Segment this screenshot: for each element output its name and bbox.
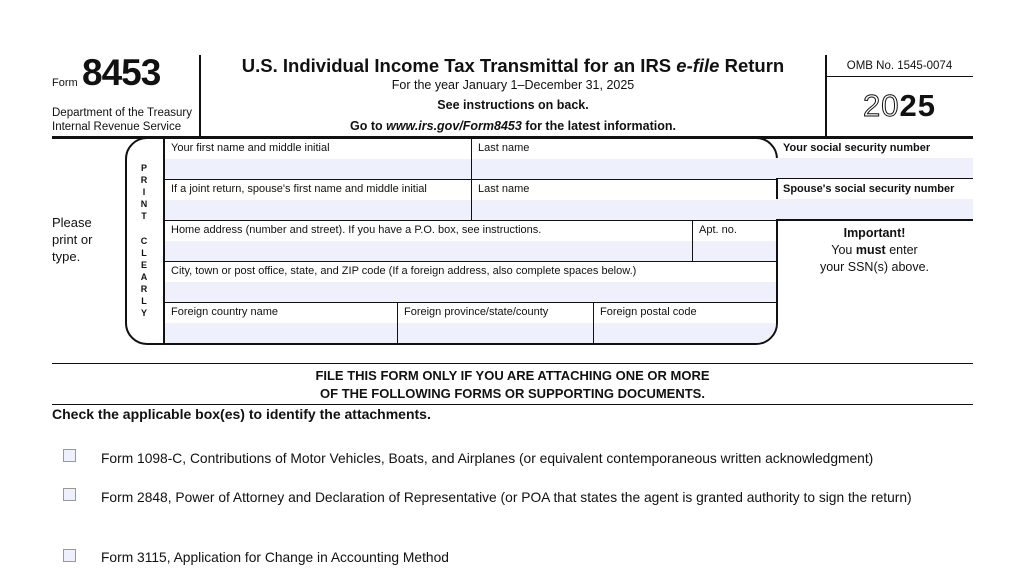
- irs-link[interactable]: www.irs.gov/Form8453: [386, 119, 522, 133]
- dept-treasury: Department of the Treasury: [52, 107, 192, 119]
- foreign-province-label: Foreign province/state/county: [404, 306, 549, 318]
- form-label: Form: [52, 77, 78, 89]
- header-divider-left: [199, 55, 201, 137]
- important-note: Important! You must enter your SSN(s) ab…: [776, 225, 973, 276]
- apt-no-input[interactable]: [693, 241, 776, 261]
- spouse-first-name-label: If a joint return, spouse's first name a…: [171, 183, 427, 195]
- important-line1: You must enter: [831, 243, 918, 257]
- spouse-last-name-input[interactable]: [472, 200, 776, 220]
- last-name-label: Last name: [478, 142, 530, 154]
- spouse-last-name-field[interactable]: Last name: [472, 180, 776, 221]
- ssn-label: Your social security number: [783, 142, 931, 154]
- please-print-note: Please print or type.: [52, 215, 93, 264]
- foreign-province-input[interactable]: [398, 323, 593, 343]
- foreign-country-input[interactable]: [165, 323, 397, 343]
- form-number: 8453: [82, 52, 161, 93]
- last-name-input[interactable]: [472, 159, 776, 179]
- tax-year: 2025: [863, 88, 936, 124]
- important-line2: your SSN(s) above.: [819, 260, 930, 274]
- spouse-first-name-input[interactable]: [165, 200, 471, 220]
- city-label: City, town or post office, state, and ZI…: [171, 265, 637, 277]
- website-note: Go to www.irs.gov/Form8453 for the lates…: [350, 119, 676, 133]
- dept-irs: Internal Revenue Service: [52, 121, 182, 133]
- form-title: U.S. Individual Income Tax Transmittal f…: [241, 55, 785, 76]
- attachments-instruction: Check the applicable box(es) to identify…: [52, 406, 431, 422]
- checkbox-form-3115[interactable]: [63, 549, 76, 562]
- instructions-note: See instructions on back.: [437, 98, 589, 112]
- city-field[interactable]: City, town or post office, state, and ZI…: [165, 262, 776, 303]
- notice-line2: OF THE FOLLOWING FORMS OR SUPPORTING DOC…: [320, 386, 705, 401]
- omb-number: OMB No. 1545-0074: [846, 60, 953, 72]
- important-heading: Important!: [843, 226, 906, 240]
- header-divider-right: [825, 55, 827, 137]
- ssn-field[interactable]: Your social security number: [776, 138, 973, 179]
- home-address-input[interactable]: [165, 241, 692, 261]
- spouse-last-name-label: Last name: [478, 183, 530, 195]
- spouse-ssn-field[interactable]: Spouse's social security number: [776, 179, 973, 221]
- checkbox-form-1098c[interactable]: [63, 449, 76, 462]
- home-address-field[interactable]: Home address (number and street). If you…: [165, 221, 693, 262]
- apt-no-field[interactable]: Apt. no.: [693, 221, 776, 262]
- attachment-form-3115: Form 3115, Application for Change in Acc…: [101, 550, 449, 565]
- notice-rule-top: [52, 363, 973, 364]
- last-name-field[interactable]: Last name: [472, 139, 776, 180]
- foreign-country-label: Foreign country name: [171, 306, 278, 318]
- foreign-province-field[interactable]: Foreign province/state/county: [398, 303, 594, 343]
- city-input[interactable]: [165, 282, 776, 302]
- print-clearly-divider: [163, 139, 165, 343]
- tax-year-range: For the year January 1–December 31, 2025: [391, 78, 635, 92]
- notice-line1: FILE THIS FORM ONLY IF YOU ARE ATTACHING…: [315, 368, 710, 383]
- spouse-ssn-label: Spouse's social security number: [783, 183, 955, 195]
- foreign-postal-label: Foreign postal code: [600, 306, 697, 318]
- foreign-postal-input[interactable]: [594, 323, 776, 343]
- apt-no-label: Apt. no.: [699, 224, 737, 236]
- attachment-form-2848: Form 2848, Power of Attorney and Declara…: [101, 490, 912, 505]
- checkbox-form-2848[interactable]: [63, 488, 76, 501]
- notice-rule-bottom: [52, 404, 973, 405]
- home-address-label: Home address (number and street). If you…: [171, 224, 542, 236]
- spouse-first-name-field[interactable]: If a joint return, spouse's first name a…: [165, 180, 472, 221]
- name-address-box: Your first name and middle initial Last …: [125, 137, 778, 345]
- foreign-postal-field[interactable]: Foreign postal code: [594, 303, 776, 343]
- omb-divider: [826, 76, 973, 77]
- first-name-input[interactable]: [165, 159, 471, 179]
- spouse-ssn-input[interactable]: [776, 199, 973, 219]
- file-only-notice: FILE THIS FORM ONLY IF YOU ARE ATTACHING…: [52, 367, 973, 403]
- first-name-label: Your first name and middle initial: [171, 142, 330, 154]
- foreign-country-field[interactable]: Foreign country name: [165, 303, 398, 343]
- first-name-field[interactable]: Your first name and middle initial: [165, 139, 472, 180]
- ssn-input[interactable]: [776, 158, 973, 178]
- attachment-form-1098c: Form 1098-C, Contributions of Motor Vehi…: [101, 451, 874, 466]
